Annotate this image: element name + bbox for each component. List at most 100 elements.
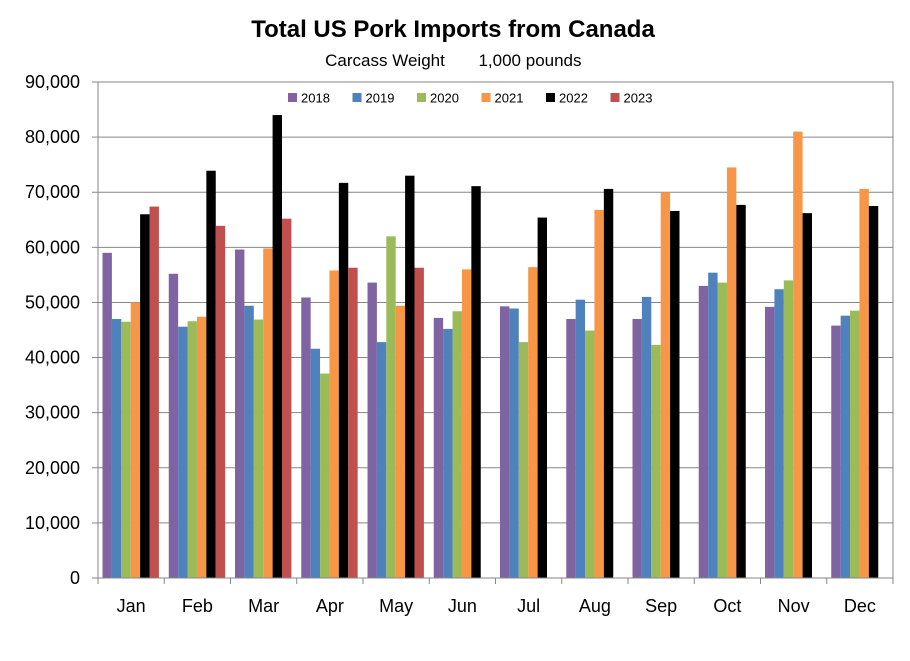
- bar-2020-jan: [121, 321, 131, 578]
- bar-2018-apr: [301, 297, 311, 578]
- legend-swatch-2018: [288, 93, 297, 102]
- bar-2020-feb: [187, 321, 197, 578]
- bar-2022-jun: [471, 186, 481, 578]
- bar-2021-may: [395, 305, 406, 578]
- bar-2023-feb: [215, 225, 226, 578]
- x-tick-label: Aug: [579, 596, 611, 616]
- bar-2018-aug: [566, 318, 576, 578]
- y-tick-label: 90,000: [25, 72, 80, 92]
- x-tick-label: Apr: [316, 596, 344, 616]
- x-tick-label: Oct: [713, 596, 741, 616]
- bar-2022-mar: [272, 115, 282, 579]
- x-tick-label: May: [379, 596, 413, 616]
- chart-subtitle: Carcass Weight: [325, 51, 445, 70]
- bar-2018-oct: [698, 285, 709, 578]
- bar-2022-apr: [338, 182, 349, 578]
- bar-2020-oct: [717, 282, 727, 578]
- bar-2021-jun: [461, 269, 472, 578]
- bar-2022-feb: [206, 170, 216, 578]
- bar-2020-nov: [783, 280, 794, 578]
- legend-swatch-2022: [546, 93, 555, 102]
- legend-swatch-2020: [417, 93, 426, 102]
- legend-label-2020: 2020: [430, 91, 459, 106]
- chart-title: Total US Pork Imports from Canada: [251, 16, 655, 43]
- bar-2023-may: [414, 267, 424, 578]
- bar-2022-dec: [868, 206, 879, 578]
- bar-2020-mar: [253, 319, 264, 578]
- bar-2022-oct: [736, 204, 746, 579]
- bar-2019-may: [376, 342, 387, 578]
- y-tick-label: 0: [70, 568, 80, 588]
- chart-units: 1,000 pounds: [478, 51, 581, 70]
- bar-2023-mar: [282, 218, 292, 579]
- legend: 2018 2019 2020 2021 2022 2023: [288, 91, 652, 106]
- bar-2019-apr: [310, 348, 321, 578]
- bar-2019-feb: [178, 326, 188, 578]
- bar-2018-nov: [765, 306, 775, 578]
- bar-2023-apr: [348, 267, 358, 578]
- bar-2021-jul: [528, 267, 538, 578]
- bar-2019-jul: [509, 308, 519, 578]
- bar-2021-feb: [196, 316, 207, 578]
- x-tick-label: Feb: [182, 596, 213, 616]
- bar-2019-nov: [774, 289, 784, 578]
- bar-2022-sep: [670, 210, 680, 578]
- legend-swatch-2019: [352, 93, 362, 102]
- bar-2020-apr: [320, 373, 330, 578]
- bar-2018-feb: [168, 273, 179, 578]
- bar-2019-oct: [708, 272, 718, 578]
- bar-2019-sep: [641, 296, 652, 578]
- bar-2022-nov: [802, 213, 812, 579]
- bar-2022-may: [405, 175, 415, 578]
- bar-2019-jun: [443, 328, 453, 578]
- legend-label-2021: 2021: [495, 91, 524, 106]
- y-tick-label: 20,000: [25, 458, 80, 478]
- bar-2019-jan: [111, 318, 122, 578]
- x-tick-label: Nov: [778, 596, 810, 616]
- x-tick-label: Mar: [248, 596, 279, 616]
- x-tick-label: Sep: [645, 596, 677, 616]
- bar-2020-jul: [518, 342, 529, 578]
- bar-2021-dec: [859, 188, 869, 578]
- bar-2020-dec: [850, 310, 860, 578]
- bar-2018-mar: [235, 249, 245, 578]
- bar-2022-jan: [140, 214, 150, 578]
- bar-2018-dec: [831, 325, 841, 578]
- legend-swatch-2021: [481, 93, 491, 102]
- bar-2022-jul: [537, 217, 547, 578]
- bar-2023-jan: [149, 206, 159, 578]
- bar-2021-aug: [594, 209, 604, 578]
- legend-label-2022: 2022: [559, 91, 588, 106]
- bar-2021-apr: [329, 270, 339, 578]
- bar-2021-sep: [660, 192, 671, 578]
- axes: 0 10,000 20,000 30,000 40,000 50,000 60,000 70,…: [25, 72, 894, 616]
- bar-2018-sep: [632, 318, 642, 578]
- bar-2018-may: [367, 282, 377, 578]
- legend-label-2019: 2019: [366, 91, 395, 106]
- legend-label-2018: 2018: [301, 91, 330, 106]
- bar-2021-oct: [726, 167, 737, 578]
- bar-2020-sep: [651, 344, 661, 578]
- bars: [102, 115, 879, 579]
- bar-2018-jan: [102, 252, 112, 578]
- bar-2019-aug: [575, 299, 586, 578]
- bar-2018-jul: [500, 306, 510, 578]
- bar-2021-mar: [263, 248, 273, 579]
- y-tick-label: 30,000: [25, 403, 80, 423]
- y-tick-label: 80,000: [25, 127, 80, 147]
- legend-swatch-2023: [610, 93, 620, 102]
- legend-label-2023: 2023: [624, 91, 653, 106]
- y-tick-label: 50,000: [25, 292, 80, 312]
- bar-2020-jun: [452, 311, 462, 578]
- bar-2019-dec: [840, 315, 851, 578]
- y-tick-label: 60,000: [25, 237, 80, 257]
- bar-2020-may: [386, 236, 396, 579]
- bar-2019-mar: [244, 305, 254, 578]
- bar-2021-nov: [793, 131, 803, 578]
- x-tick-label: Jul: [517, 596, 540, 616]
- x-tick-label: Jan: [117, 596, 146, 616]
- x-tick-label: Dec: [844, 596, 876, 616]
- y-tick-label: 70,000: [25, 182, 80, 202]
- bar-2022-aug: [603, 188, 614, 578]
